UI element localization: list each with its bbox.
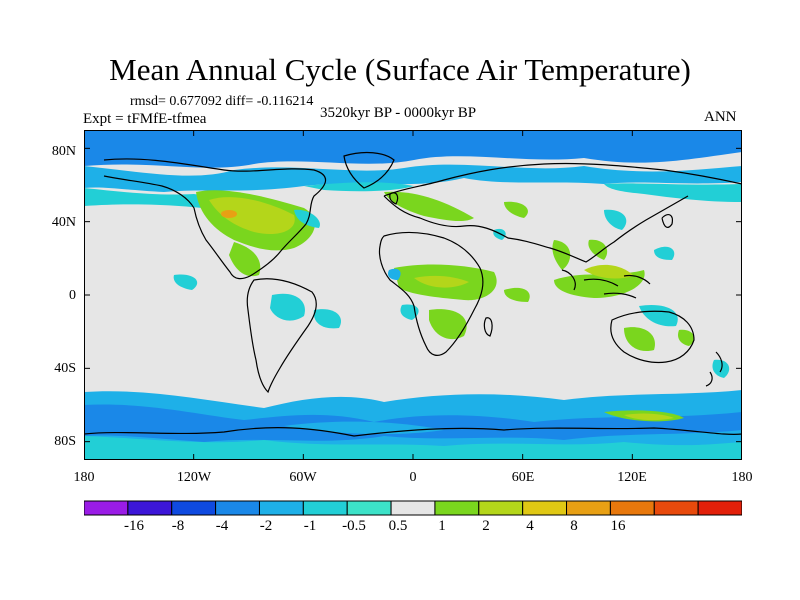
lat-label-40N: 40N — [51, 215, 76, 230]
colorbar-box — [346, 500, 392, 516]
axis-ticks — [84, 130, 742, 460]
colorbar-box — [653, 500, 699, 516]
colorbar-box — [84, 500, 129, 516]
colorbar-box — [434, 500, 480, 516]
colorbar-box — [127, 500, 173, 516]
colorbar-box — [609, 500, 655, 516]
colorbar-label: 1 — [438, 518, 446, 534]
stats-text: rmsd= 0.677092 diff= -0.116214 — [130, 94, 314, 109]
lat-label-80N: 80N — [51, 144, 76, 159]
period-label: 3520kyr BP - 0000kyr BP — [320, 105, 477, 121]
colorbar-box — [258, 500, 304, 516]
lat-label-0: 0 — [69, 288, 76, 303]
colorbar-box — [478, 500, 524, 516]
colorbar-label: -16 — [124, 518, 144, 534]
map-title: Mean Annual Cycle (Surface Air Temperatu… — [109, 52, 691, 87]
experiment-label: Expt = tFMfE-tfmea — [83, 111, 207, 127]
lat-label-80S: 80S — [54, 434, 76, 449]
colorbar-box — [302, 500, 348, 516]
lat-label-40S: 40S — [54, 361, 76, 376]
colorbar-box — [171, 500, 217, 516]
colorbar-label: 16 — [610, 518, 626, 534]
lon-label-0: 0 — [409, 470, 417, 485]
colorbar-label: 2 — [482, 518, 490, 534]
colorbar-label: -0.5 — [342, 518, 366, 534]
colorbar-label: -8 — [171, 518, 185, 534]
lon-label-60w: 60W — [289, 470, 317, 485]
lon-label-60e: 60E — [511, 470, 535, 485]
lon-label-120w: 120W — [176, 470, 212, 485]
colorbar-box — [566, 500, 611, 516]
colorbar-box — [522, 500, 568, 516]
colorbar-label: -2 — [259, 518, 273, 534]
colorbar-box — [697, 500, 742, 516]
temperature-map — [84, 130, 742, 460]
colorbar — [84, 500, 742, 516]
colorbar-box — [390, 500, 436, 516]
coastlines — [84, 151, 742, 437]
lon-label-120e: 120E — [617, 470, 647, 485]
colorbar-box — [215, 500, 260, 516]
colorbar-label: 8 — [570, 518, 578, 534]
colorbar-label: -4 — [215, 518, 229, 534]
colorbar-label: 4 — [526, 518, 534, 534]
lon-label-180e: 180 — [731, 470, 753, 485]
lon-label-180w: 180 — [73, 470, 95, 485]
season-label: ANN — [704, 109, 737, 125]
colorbar-label: -1 — [303, 518, 317, 534]
colorbar-label: 0.5 — [388, 518, 408, 534]
